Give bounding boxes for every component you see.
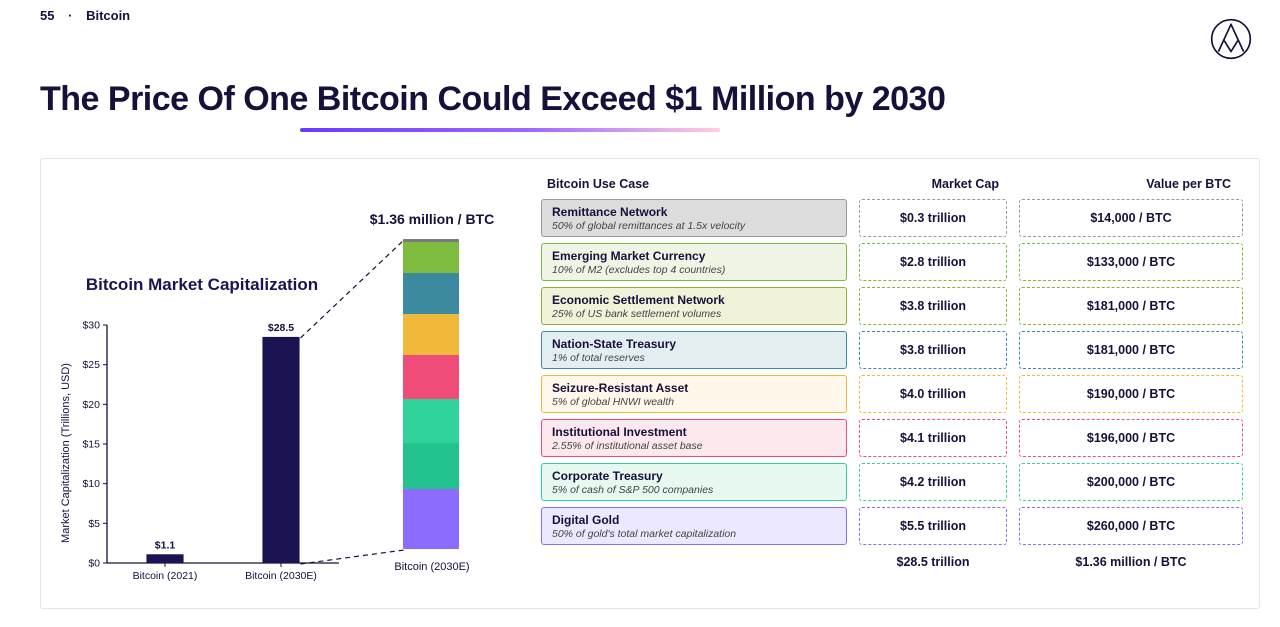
value-per-btc-cell: $200,000 / BTC (1019, 463, 1243, 501)
bar-chart: Bitcoin Market Capitalization Market Cap… (57, 173, 347, 598)
use-case-name: Emerging Market Currency (552, 249, 836, 263)
market-cap-cell: $3.8 trillion (859, 331, 1007, 369)
content-panel: Bitcoin Market Capitalization Market Cap… (40, 158, 1260, 609)
slide-title: The Price Of One Bitcoin Could Exceed $1… (40, 80, 945, 119)
stack-segment (403, 355, 459, 399)
use-case-desc: 1% of total reserves (552, 352, 836, 364)
stack-segment (403, 314, 459, 355)
value-per-btc-cell: $133,000 / BTC (1019, 243, 1243, 281)
use-case-cell: Seizure-Resistant Asset5% of global HNWI… (541, 375, 847, 413)
svg-text:$30: $30 (82, 320, 100, 332)
use-case-name: Nation-State Treasury (552, 337, 836, 351)
svg-text:Bitcoin (2030E): Bitcoin (2030E) (245, 570, 317, 582)
svg-text:$25: $25 (82, 359, 100, 371)
market-cap-cell: $2.8 trillion (859, 243, 1007, 281)
table-row: Remittance Network50% of global remittan… (541, 199, 1243, 237)
table-totals: $28.5 trillion $1.36 million / BTC (541, 555, 1243, 569)
market-cap-cell: $0.3 trillion (859, 199, 1007, 237)
value-per-btc-cell: $181,000 / BTC (1019, 287, 1243, 325)
header-use-case: Bitcoin Use Case (541, 177, 859, 191)
title-underline (300, 128, 720, 132)
stack-segment (403, 273, 459, 314)
header-separator: · (68, 8, 72, 23)
use-case-desc: 50% of gold's total market capitalizatio… (552, 528, 836, 540)
market-cap-cell: $5.5 trillion (859, 507, 1007, 545)
table-row: Digital Gold50% of gold's total market c… (541, 507, 1243, 545)
svg-text:Market Capitalization (Trillio: Market Capitalization (Trillions, USD) (60, 363, 72, 543)
value-per-btc-cell: $260,000 / BTC (1019, 507, 1243, 545)
market-cap-cell: $4.1 trillion (859, 419, 1007, 457)
use-case-name: Seizure-Resistant Asset (552, 381, 836, 395)
slide-header: 55 · Bitcoin (40, 8, 130, 23)
svg-text:$5: $5 (88, 518, 100, 530)
table-row: Emerging Market Currency10% of M2 (exclu… (541, 243, 1243, 281)
table-header: Bitcoin Use Case Market Cap Value per BT… (541, 173, 1243, 199)
use-case-cell: Economic Settlement Network25% of US ban… (541, 287, 847, 325)
use-case-desc: 50% of global remittances at 1.5x veloci… (552, 220, 836, 232)
table-row: Corporate Treasury5% of cash of S&P 500 … (541, 463, 1243, 501)
table-row: Seizure-Resistant Asset5% of global HNWI… (541, 375, 1243, 413)
use-case-desc: 25% of US bank settlement volumes (552, 308, 836, 320)
market-cap-cell: $4.2 trillion (859, 463, 1007, 501)
use-case-name: Institutional Investment (552, 425, 836, 439)
use-case-cell: Remittance Network50% of global remittan… (541, 199, 847, 237)
svg-text:$1.1: $1.1 (155, 539, 176, 551)
use-case-cell: Emerging Market Currency10% of M2 (exclu… (541, 243, 847, 281)
use-case-desc: 5% of cash of S&P 500 companies (552, 484, 836, 496)
use-case-desc: 10% of M2 (excludes top 4 countries) (552, 264, 836, 276)
stacked-top-label: $1.36 million / BTC (347, 211, 517, 227)
market-cap-cell: $3.8 trillion (859, 287, 1007, 325)
brand-logo (1210, 18, 1252, 60)
bar-chart-svg: Market Capitalization (Trillions, USD) $0… (57, 313, 347, 593)
page-number: 55 (40, 8, 54, 23)
bar-chart-title: Bitcoin Market Capitalization (57, 275, 347, 295)
use-case-cell: Nation-State Treasury1% of total reserve… (541, 331, 847, 369)
use-case-desc: 5% of global HNWI wealth (552, 396, 836, 408)
use-case-table: Bitcoin Use Case Market Cap Value per BT… (517, 173, 1243, 598)
use-case-name: Economic Settlement Network (552, 293, 836, 307)
section-name: Bitcoin (86, 8, 130, 23)
header-value-per-btc: Value per BTC (1019, 177, 1243, 191)
svg-text:$10: $10 (82, 478, 100, 490)
use-case-cell: Institutional Investment2.55% of institu… (541, 419, 847, 457)
stacked-x-label: Bitcoin (2030E) (347, 561, 517, 573)
use-case-name: Corporate Treasury (552, 469, 836, 483)
svg-text:$20: $20 (82, 399, 100, 411)
use-case-cell: Digital Gold50% of gold's total market c… (541, 507, 847, 545)
header-market-cap: Market Cap (859, 177, 1019, 191)
total-market-cap: $28.5 trillion (859, 555, 1007, 569)
stack-segment (403, 399, 459, 444)
stacked-bar (403, 239, 459, 549)
value-per-btc-cell: $196,000 / BTC (1019, 419, 1243, 457)
stack-segment (403, 489, 459, 549)
table-row: Economic Settlement Network25% of US ban… (541, 287, 1243, 325)
use-case-cell: Corporate Treasury5% of cash of S&P 500 … (541, 463, 847, 501)
market-cap-cell: $4.0 trillion (859, 375, 1007, 413)
value-per-btc-cell: $14,000 / BTC (1019, 199, 1243, 237)
svg-text:Bitcoin (2021): Bitcoin (2021) (133, 570, 198, 582)
table-row: Institutional Investment2.55% of institu… (541, 419, 1243, 457)
stacked-bar-chart: $1.36 million / BTC Bitcoin (2030E) (347, 173, 517, 598)
value-per-btc-cell: $181,000 / BTC (1019, 331, 1243, 369)
svg-text:$0: $0 (88, 558, 100, 570)
table-row: Nation-State Treasury1% of total reserve… (541, 331, 1243, 369)
value-per-btc-cell: $190,000 / BTC (1019, 375, 1243, 413)
table-body: Remittance Network50% of global remittan… (541, 199, 1243, 551)
use-case-name: Digital Gold (552, 513, 836, 527)
use-case-desc: 2.55% of institutional asset base (552, 440, 836, 452)
svg-text:$15: $15 (82, 439, 100, 451)
svg-text:$28.5: $28.5 (268, 322, 294, 334)
stack-segment (403, 443, 459, 489)
total-value-per-btc: $1.36 million / BTC (1019, 555, 1243, 569)
use-case-name: Remittance Network (552, 205, 836, 219)
stack-segment (403, 242, 459, 272)
